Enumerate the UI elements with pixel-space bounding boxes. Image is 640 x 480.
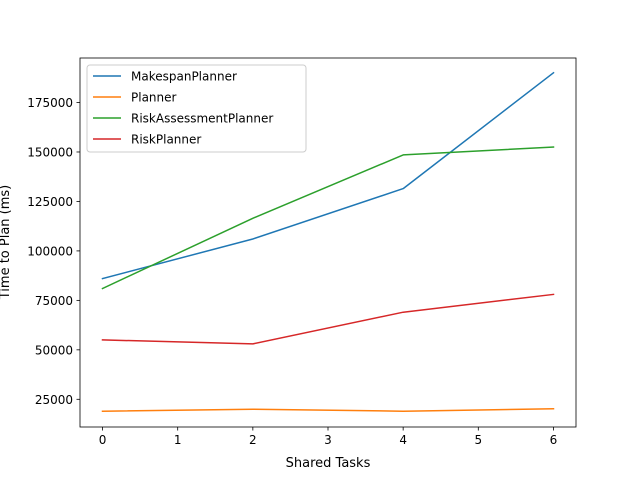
y-axis-label: Time to Plan (ms) [0, 185, 13, 301]
y-tick-label: 75000 [35, 294, 73, 308]
series-line-1 [101, 408, 555, 412]
x-tick-label: 4 [399, 433, 407, 447]
y-tick-label: 175000 [27, 96, 73, 110]
series-line-3 [101, 293, 555, 345]
x-tick-label: 0 [99, 433, 107, 447]
y-axis: 25000 50000 75000 100000 125000 150000 175000 [27, 96, 80, 407]
x-axis: 0 1 2 3 4 5 6 [99, 427, 558, 447]
series-line-0 [101, 71, 555, 280]
x-tick-label: 5 [474, 433, 482, 447]
legend: MakespanPlanner Planner RiskAssessmentPl… [86, 64, 307, 153]
series-layer [101, 71, 555, 412]
legend-label-3: RiskPlanner [131, 133, 201, 147]
x-axis-label: Shared Tasks [286, 456, 371, 471]
y-tick-label: 50000 [35, 343, 73, 357]
y-tick-label: 100000 [27, 244, 73, 258]
series-line-2 [101, 146, 555, 290]
legend-frame [86, 64, 307, 153]
y-tick-label: 150000 [27, 145, 73, 159]
legend-label-2: RiskAssessmentPlanner [131, 112, 273, 126]
x-tick-label: 3 [324, 433, 332, 447]
x-tick-label: 6 [550, 433, 558, 447]
y-tick-label: 125000 [27, 195, 73, 209]
legend-label-0: MakespanPlanner [131, 70, 237, 84]
legend-label-1: Planner [131, 91, 177, 105]
x-tick-label: 2 [249, 433, 257, 447]
x-tick-label: 1 [174, 433, 182, 447]
y-tick-label: 25000 [35, 393, 73, 407]
